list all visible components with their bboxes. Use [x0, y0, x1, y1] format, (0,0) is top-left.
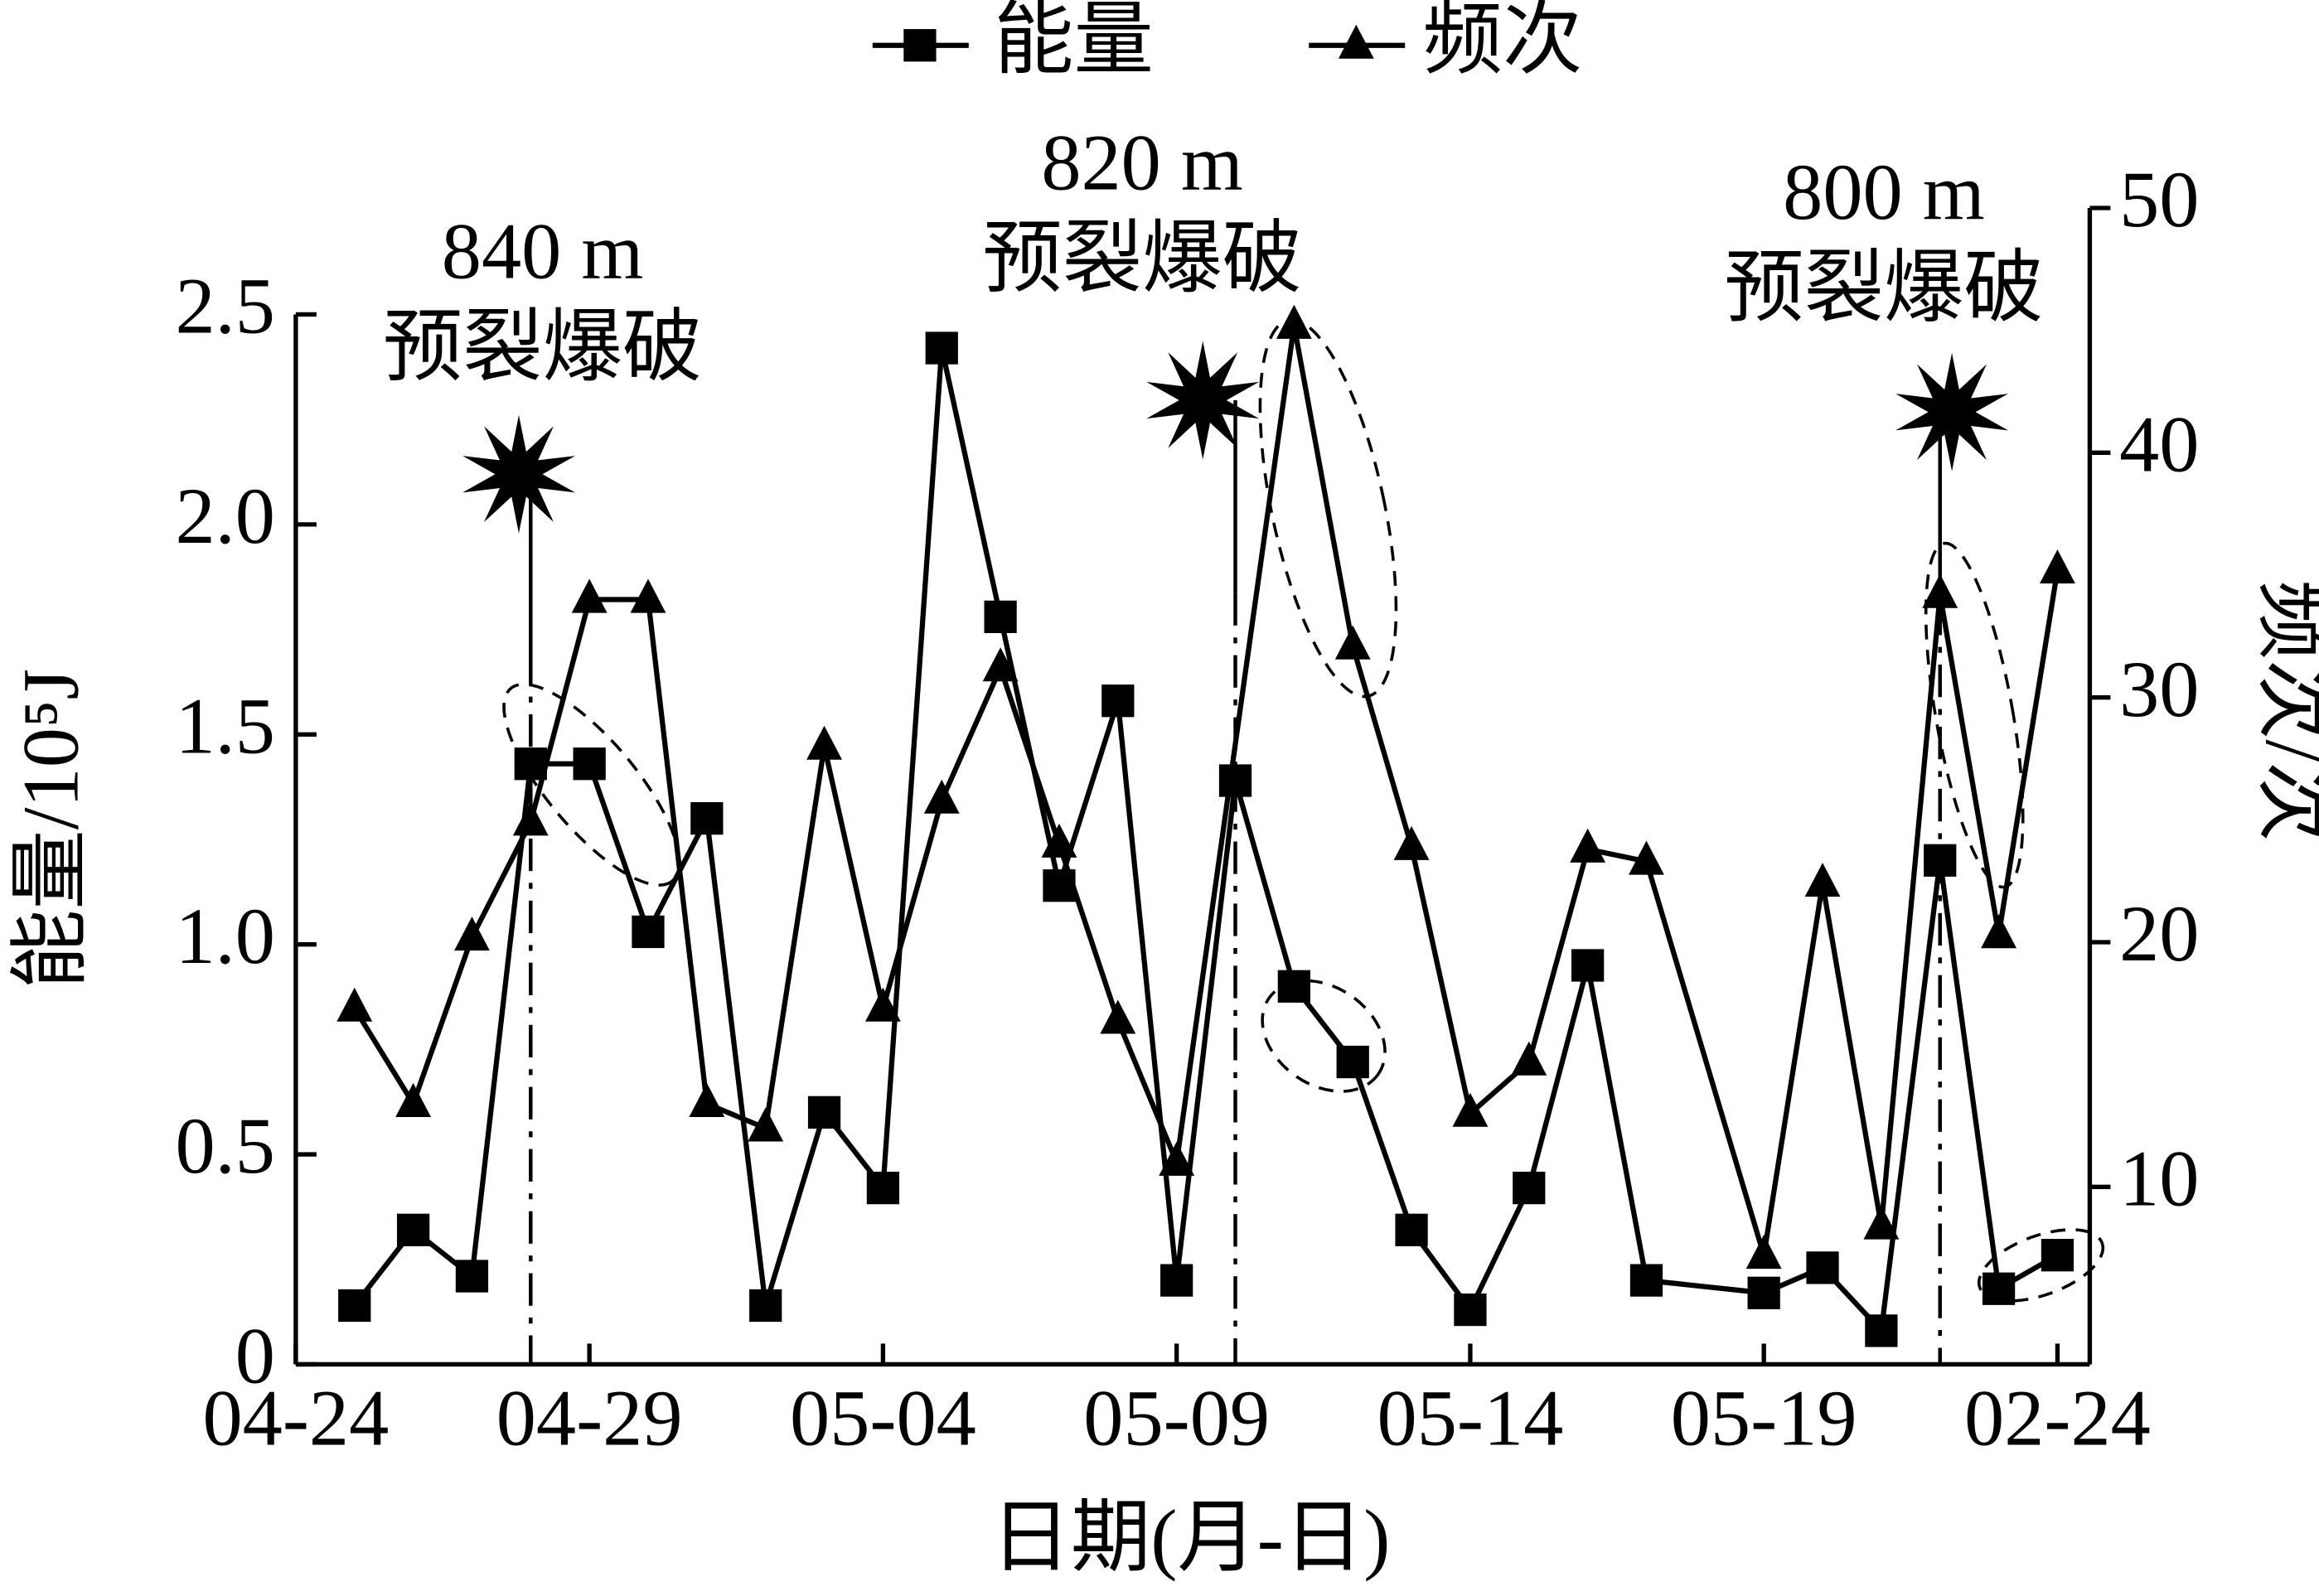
square-marker	[1982, 1272, 2016, 1305]
y-axis-label: 能量/10⁵J	[6, 669, 94, 989]
triangle-marker	[864, 987, 901, 1022]
series-line	[352, 347, 2059, 1337]
blast-depth: 800 m	[1783, 148, 1985, 236]
blast-star	[462, 414, 575, 534]
square-marker	[1277, 970, 1310, 1003]
blast-label: 预裂爆破	[383, 303, 702, 392]
square-marker	[2041, 1239, 2075, 1272]
square-marker	[807, 1095, 841, 1129]
x-tick-label: 05-09	[1083, 1373, 1270, 1462]
x-axis-label: 日期(月-日)	[991, 1493, 1391, 1582]
y-tick-label: 0.5	[175, 1101, 274, 1190]
triangle-marker	[1393, 825, 1430, 860]
square-marker	[455, 1260, 489, 1293]
blast-star	[1146, 341, 1260, 460]
y2-tick-label: 20	[2119, 889, 2199, 978]
legend-label: 能量	[994, 0, 1154, 84]
triangle-marker	[1276, 304, 1312, 339]
square-marker	[1806, 1251, 1839, 1284]
triangle-marker	[1922, 573, 1958, 608]
triangle-marker	[923, 779, 960, 814]
x-tick-label: 05-19	[1671, 1373, 1857, 1462]
y-tick-label: 2.0	[175, 472, 274, 560]
square-marker	[632, 915, 665, 949]
triangle-marker	[1804, 863, 1841, 897]
triangle-marker	[1100, 999, 1136, 1034]
triangle-marker	[1629, 840, 1664, 875]
x-tick-label: 02-24	[1964, 1373, 2151, 1462]
square-marker	[1571, 949, 1605, 982]
blast-label: 预裂爆破	[1724, 244, 2043, 332]
square-marker	[1336, 1045, 1369, 1079]
square-marker	[1924, 844, 1957, 877]
square-marker	[1101, 684, 1135, 718]
y-tick-label: 2.5	[175, 262, 274, 351]
series-line	[352, 325, 2060, 1256]
square-marker	[866, 1171, 900, 1205]
triangle-marker	[806, 725, 842, 760]
triangle-marker	[336, 987, 373, 1022]
triangle-marker	[395, 1082, 432, 1117]
square-marker	[925, 331, 958, 365]
square-marker	[1454, 1293, 1487, 1327]
y2-tick-label: 30	[2119, 645, 2199, 733]
triangle-marker	[1159, 1141, 1195, 1176]
y-tick-label: 1.5	[175, 681, 274, 770]
legend-label: 频次	[1423, 0, 1583, 84]
blast-depth: 820 m	[1041, 118, 1243, 207]
triangle-marker	[689, 1082, 725, 1117]
triangle-marker	[1981, 914, 2017, 949]
triangle-marker	[2040, 549, 2075, 584]
triangle-marker	[630, 578, 666, 613]
triangle-marker	[1452, 1092, 1489, 1127]
ellipse	[1261, 979, 1387, 1093]
triangle-marker	[982, 647, 1019, 682]
square-marker	[396, 1213, 430, 1246]
square-marker	[749, 1289, 782, 1323]
blast-star	[1895, 352, 2008, 472]
y2-tick-label: 40	[2119, 399, 2199, 488]
square-marker	[690, 801, 724, 835]
triangle-marker	[1511, 1041, 1547, 1076]
triangle-marker	[454, 916, 490, 951]
square-marker	[1513, 1171, 1546, 1205]
triangle-marker	[1041, 823, 1077, 858]
triangle-marker	[571, 578, 608, 613]
y-tick-label: 1.0	[175, 892, 274, 980]
square-marker	[573, 747, 606, 781]
square-marker	[1629, 1264, 1663, 1297]
y2-tick-label: 10	[2119, 1134, 2199, 1222]
square-marker	[1160, 1264, 1193, 1297]
x-tick-label: 05-04	[790, 1373, 976, 1462]
square-marker	[1747, 1276, 1780, 1309]
square-marker	[984, 600, 1017, 633]
y-tick-label: 0	[235, 1312, 275, 1400]
legend-marker	[903, 29, 937, 62]
ellipse	[1977, 1228, 2105, 1303]
y2-axis-label: 频次/次	[2249, 580, 2319, 842]
blast-depth: 840 m	[442, 207, 644, 296]
legend-marker	[1338, 24, 1374, 59]
triangle-marker	[512, 801, 549, 836]
triangle-marker	[748, 1107, 784, 1142]
square-marker	[1395, 1213, 1428, 1246]
y2-tick-label: 50	[2119, 155, 2199, 244]
triangle-marker	[1570, 828, 1606, 863]
square-marker	[1865, 1314, 1898, 1347]
triangle-marker	[1863, 1205, 1900, 1240]
x-tick-label: 04-24	[202, 1373, 389, 1462]
square-marker	[1218, 764, 1252, 797]
x-tick-label: 05-14	[1377, 1373, 1564, 1462]
triangle-marker	[1334, 625, 1371, 660]
square-marker	[338, 1289, 371, 1323]
x-tick-label: 04-29	[496, 1373, 683, 1462]
blast-label: 预裂爆破	[982, 214, 1301, 302]
triangle-marker	[1745, 1235, 1782, 1270]
